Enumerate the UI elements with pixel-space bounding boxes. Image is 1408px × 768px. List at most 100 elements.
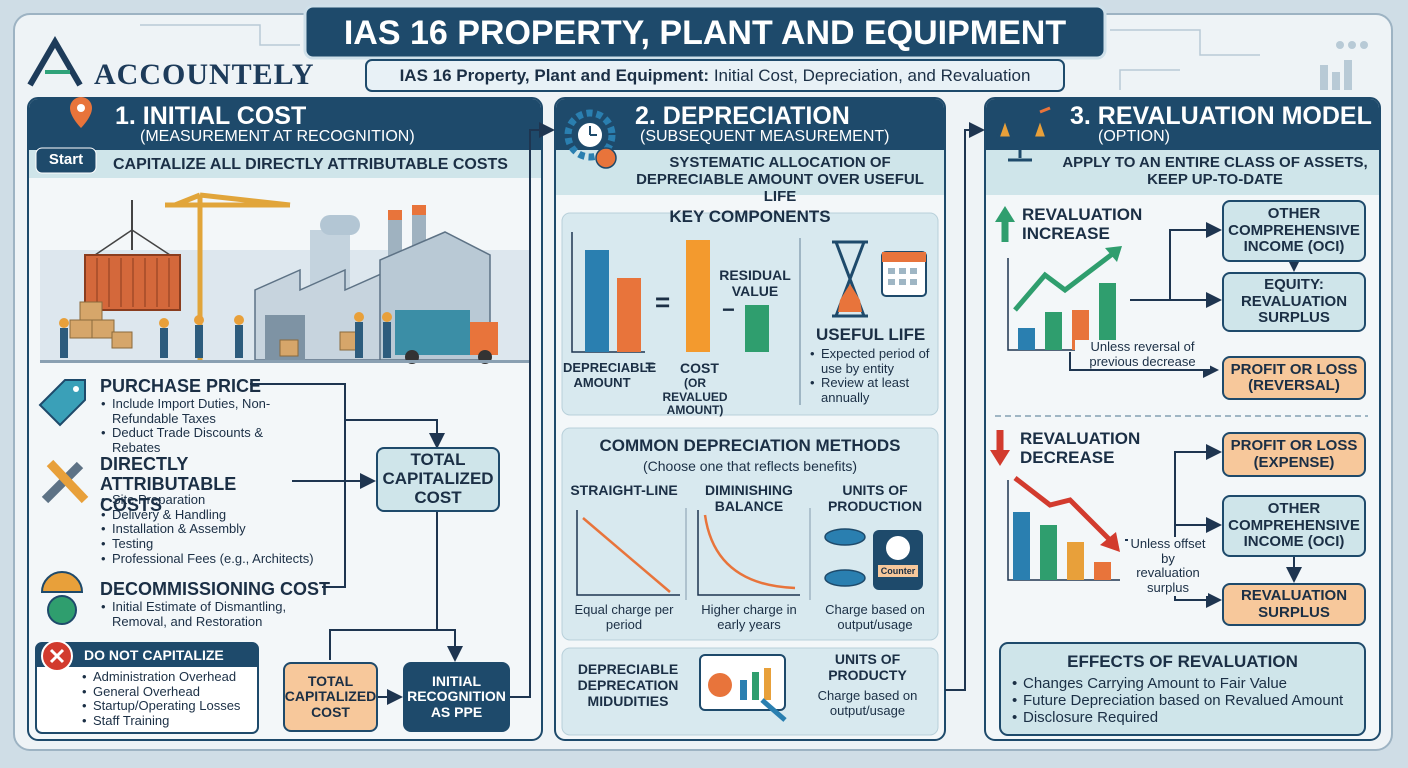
shape [686,240,710,352]
bullet: Installation & Assembly [101,522,341,537]
shape [140,24,300,46]
shape [899,268,906,274]
shape [73,386,79,392]
shape [595,147,617,169]
shape [165,192,291,360]
shape [29,99,1379,150]
shape [910,279,917,285]
item-title: DECOMMISSIONING COST [100,579,331,599]
shape [708,673,732,697]
exclusion-title: DO NOT CAPITALIZE [84,647,224,663]
panel-subheading: (MEASUREMENT AT RECOGNITION) [140,128,415,145]
shape [322,420,346,588]
shape [824,528,866,587]
recognition-box: INITIAL RECOGNITION AS PPE [403,662,510,732]
shape [194,315,204,325]
shape [27,36,83,87]
shape [159,318,169,328]
decrease-title: REVALUATION DECREASE [1020,429,1141,468]
shape [1045,312,1062,350]
bullet: Startup/Operating Losses [82,699,257,714]
shape [752,672,759,700]
shape [990,450,1010,466]
panel-subheading: (OPTION) [1098,128,1170,145]
shape [745,305,769,352]
shape [49,648,65,664]
shape [617,278,641,352]
oci-box: OTHER COMPREHENSIVE INCOME (OCI) [1222,200,1366,262]
shape [140,24,1260,90]
shape [29,150,1379,195]
shape [60,322,391,358]
shape [1040,525,1057,580]
shape [40,571,84,625]
shape [764,668,771,700]
banner: APPLY TO AN ENTIRE CLASS OF ASSETS, KEEP… [1062,154,1368,188]
shape [1013,476,1112,542]
shape [412,205,426,215]
shape [882,252,926,262]
shape [38,379,86,427]
shape [365,59,1065,92]
shape [329,629,437,660]
shape [388,210,402,220]
bullet: Review at least annually [810,375,935,405]
increase-title: REVALUATION INCREASE [1022,205,1143,244]
method-name: UNITS OF PRODUCTION [827,482,923,514]
method-desc: Charge based on output/usage [825,602,925,632]
bottom-title: UNITS OF PRODUCTY [828,651,907,683]
bullet: Changes Carrying Amount to Fair Value [1012,675,1362,693]
subtitle: IAS 16 Property, Plant and Equipment: In… [366,66,1064,85]
shape [79,301,103,321]
shape [96,258,170,307]
section-subtitle: (Choose one that reflects benefits) [642,458,857,474]
shape [70,97,92,128]
equity-box: EQUITY: REVALUATION SURPLUS [1222,272,1366,332]
bullet: Site Preparation [101,492,341,508]
shape [383,322,391,358]
bullet: Expected period of use by entity [810,346,935,376]
formula-left: DEPRECIABLE AMOUNT [563,360,657,390]
shape [1067,542,1084,580]
bullet: Staff Training [82,713,257,729]
bullet: Future Depreciation based on Revalued Am… [1012,692,1362,710]
shape [40,360,530,363]
bullet: Testing [101,536,341,552]
shape [888,268,917,285]
shape [703,514,796,590]
shape [986,150,1379,195]
shape [111,331,133,349]
shape [832,240,868,318]
bullet: Disclosure Required [1012,709,1362,727]
shape [41,459,89,504]
bullet: General Overhead [82,684,257,700]
shape [1130,222,1222,301]
section-title: COMMON DEPRECIATION METHODS [599,436,901,455]
method-name: DIMINISHING BALANCE [705,482,793,514]
bullet: Administration Overhead [82,669,257,685]
shape [510,122,555,698]
counter-label: Counter [880,566,916,576]
shape [91,319,115,339]
shape [40,571,84,593]
shape [878,565,918,577]
shape [77,104,85,112]
item-title: PURCHASE PRICE [100,376,262,396]
shape [382,312,392,322]
shape [995,206,1015,222]
method-desc: Higher charge in early years [701,602,797,632]
oci-box: OTHER COMPREHENSIVE INCOME (OCI) [1222,495,1366,557]
shape [35,147,97,174]
shape [589,126,597,136]
shape [697,510,800,596]
shape [354,312,364,322]
formula-right: COST [680,360,719,376]
total-box: TOTAL CAPITALIZED COST [376,447,500,512]
subtitle-bold: IAS 16 Property, Plant and Equipment: [399,66,710,85]
shape [685,508,811,600]
useful-life: USEFUL LIFE [816,325,926,344]
shape [561,427,939,641]
shape [986,99,1379,150]
shape [910,268,917,274]
shape [1110,29,1260,56]
